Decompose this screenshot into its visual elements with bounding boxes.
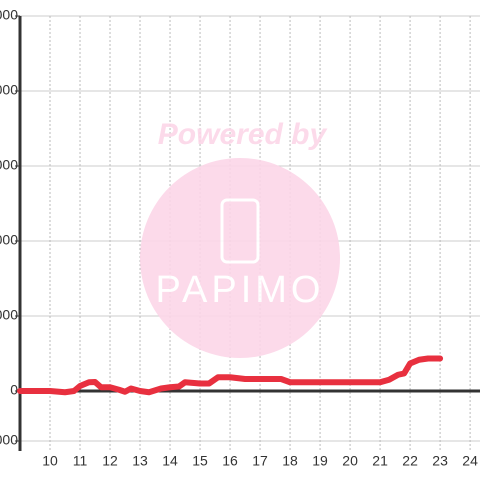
y-tick-label: 30,000 [0,307,18,323]
watermark-circle [140,158,340,358]
x-tick-label: 21 [372,453,388,469]
x-tick-label: 24 [462,453,478,469]
watermark-icon [220,198,260,264]
watermark-brand: PAPIMO [156,269,325,311]
y-tick-label: 150,000 [0,7,18,23]
y-tick-label: 60,000 [0,232,18,248]
watermark-text: Powered by [158,118,328,151]
x-tick-label: 19 [312,453,328,469]
x-tick-label: 11 [73,453,88,469]
x-tick-label: 10 [42,453,58,469]
x-tick-label: 17 [252,453,268,469]
y-tick-label: -20,000 [0,432,18,448]
x-tick-label: 20 [342,453,358,469]
y-tick-label: 120,000 [0,82,18,98]
x-tick-label: 12 [102,453,118,469]
x-tick-label: 16 [222,453,238,469]
x-tick-label: 14 [162,453,178,469]
y-tick-label: 0 [10,382,18,398]
x-tick-label: 13 [132,453,148,469]
x-tick-label: 22 [402,453,418,469]
x-tick-label: 23 [432,453,448,469]
watermark: Powered by PAPIMO [140,118,340,358]
series-line [17,355,444,396]
x-tick-label: 18 [282,453,298,469]
x-tick-label: 15 [192,453,208,469]
y-tick-label: 90,000 [0,157,18,173]
